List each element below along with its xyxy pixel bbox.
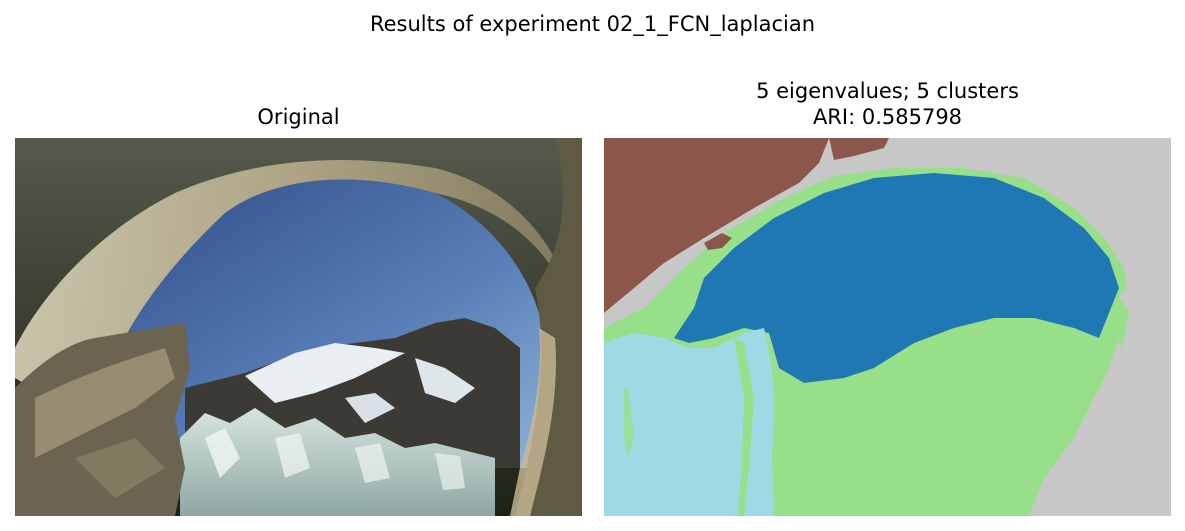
- original-title-text: Original: [257, 105, 340, 129]
- segmentation-panel-title: 5 eigenvalues; 5 clusters ARI: 0.585798: [604, 78, 1171, 130]
- original-image: [15, 138, 582, 516]
- figure-title: Results of experiment 02_1_FCN_laplacian: [369, 12, 816, 36]
- segmentation-image: [604, 138, 1171, 516]
- cluster-brown-region: [604, 138, 829, 313]
- original-panel-title: Original: [15, 104, 582, 130]
- segmentation-title-line2: ARI: 0.585798: [812, 105, 963, 129]
- cluster-dark-blue-region: [674, 173, 1119, 383]
- segmentation-title-line1: 5 eigenvalues; 5 clusters: [756, 79, 1019, 103]
- cluster-light-cyan-region: [604, 328, 774, 516]
